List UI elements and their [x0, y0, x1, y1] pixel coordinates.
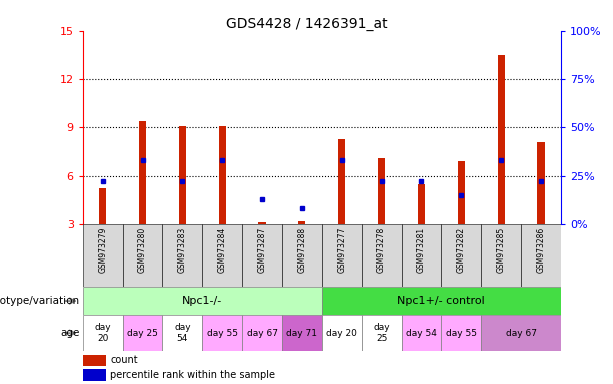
Text: count: count: [110, 356, 138, 366]
Text: day 67: day 67: [246, 329, 278, 338]
Bar: [362, 315, 402, 351]
Text: Npc1-/-: Npc1-/-: [182, 296, 223, 306]
Bar: [83, 355, 105, 366]
Text: age: age: [60, 328, 80, 338]
Bar: [162, 224, 202, 287]
Bar: [219, 126, 226, 224]
Text: GSM973286: GSM973286: [536, 227, 546, 273]
Text: GSM973278: GSM973278: [377, 227, 386, 273]
Bar: [322, 224, 362, 287]
Bar: [83, 315, 123, 351]
Bar: [162, 315, 202, 351]
Text: GSM973287: GSM973287: [257, 227, 267, 273]
Bar: [123, 315, 162, 351]
Bar: [179, 126, 186, 224]
Bar: [282, 224, 322, 287]
Text: GDS4428 / 1426391_at: GDS4428 / 1426391_at: [226, 17, 387, 31]
Text: day 20: day 20: [326, 329, 357, 338]
Bar: [402, 224, 441, 287]
Bar: [139, 121, 146, 224]
Bar: [322, 315, 362, 351]
Text: genotype/variation: genotype/variation: [0, 296, 80, 306]
Bar: [498, 55, 504, 224]
Bar: [481, 224, 521, 287]
Bar: [259, 222, 265, 224]
Text: day 55: day 55: [446, 329, 477, 338]
Bar: [242, 315, 282, 351]
Bar: [481, 315, 561, 351]
Text: GSM973288: GSM973288: [297, 227, 306, 273]
Bar: [123, 224, 162, 287]
Bar: [521, 224, 561, 287]
Bar: [202, 315, 242, 351]
Bar: [402, 315, 441, 351]
Bar: [99, 189, 106, 224]
Text: GSM973281: GSM973281: [417, 227, 426, 273]
Bar: [441, 315, 481, 351]
Text: GSM973282: GSM973282: [457, 227, 466, 273]
Text: day 55: day 55: [207, 329, 238, 338]
Text: day
25: day 25: [373, 323, 390, 343]
Bar: [538, 142, 544, 224]
Bar: [338, 139, 345, 224]
Bar: [83, 287, 322, 315]
Bar: [362, 224, 402, 287]
Bar: [378, 158, 385, 224]
Text: GSM973285: GSM973285: [497, 227, 506, 273]
Bar: [282, 315, 322, 351]
Text: GSM973279: GSM973279: [98, 227, 107, 273]
Text: GSM973280: GSM973280: [138, 227, 147, 273]
Bar: [202, 224, 242, 287]
Text: day 67: day 67: [506, 329, 536, 338]
Text: GSM973277: GSM973277: [337, 227, 346, 273]
Bar: [441, 224, 481, 287]
Text: day 71: day 71: [286, 329, 318, 338]
Text: Npc1+/- control: Npc1+/- control: [397, 296, 485, 306]
Bar: [242, 224, 282, 287]
Bar: [83, 224, 123, 287]
Bar: [299, 222, 305, 224]
Text: percentile rank within the sample: percentile rank within the sample: [110, 370, 275, 380]
Text: GSM973283: GSM973283: [178, 227, 187, 273]
Bar: [322, 287, 561, 315]
Bar: [83, 369, 105, 381]
Text: day 54: day 54: [406, 329, 437, 338]
Bar: [418, 184, 425, 224]
Text: day
54: day 54: [174, 323, 191, 343]
Bar: [458, 161, 465, 224]
Text: day 25: day 25: [127, 329, 158, 338]
Text: day
20: day 20: [94, 323, 111, 343]
Text: GSM973284: GSM973284: [218, 227, 227, 273]
